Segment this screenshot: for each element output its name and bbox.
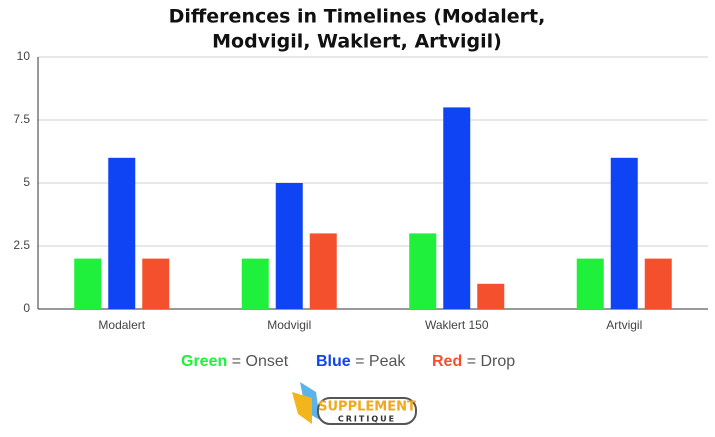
bar <box>74 258 102 309</box>
y-tick-label: 7.5 <box>13 112 30 126</box>
legend-separator: = <box>232 353 241 370</box>
legend-key: Green <box>181 353 227 370</box>
x-tick-label: Artvigil <box>606 318 642 332</box>
legend-entry: Green = Onset <box>181 353 289 370</box>
legend-separator: = <box>355 353 364 370</box>
logo-text: CRITIQUE <box>338 415 396 424</box>
y-tick-label: 0 <box>23 301 30 315</box>
bar <box>477 283 505 309</box>
y-tick-label: 10 <box>17 49 31 63</box>
logo-text: SUPPLEMENT <box>318 400 416 415</box>
legend-key: Red <box>432 353 462 370</box>
chart-title: Differences in Timelines (Modalert, <box>169 6 546 28</box>
x-tick-label: Waklert 150 <box>425 318 489 332</box>
bar <box>443 107 471 310</box>
bar <box>576 258 604 309</box>
bar <box>275 183 303 309</box>
y-tick-label: 2.5 <box>13 238 30 252</box>
logo: SUPPLEMENT CRITIQUE <box>292 382 417 425</box>
bar <box>610 157 638 309</box>
chart-title: Modvigil, Waklert, Artvigil) <box>212 31 502 53</box>
bar <box>241 258 269 309</box>
bar <box>409 233 437 309</box>
bar <box>108 157 136 309</box>
legend-key: Blue <box>316 353 351 370</box>
legend-separator: = <box>467 353 476 370</box>
y-tick-label: 5 <box>23 175 30 189</box>
bar <box>309 233 337 309</box>
legend-label: Onset <box>246 353 289 370</box>
legend-label: Drop <box>480 353 515 370</box>
legend-entry: Red = Drop <box>432 353 515 370</box>
logo-frame <box>317 397 417 425</box>
legend-label: Peak <box>369 353 406 370</box>
legend-entry: Blue = Peak <box>316 353 406 370</box>
bar <box>142 258 170 309</box>
bar <box>644 258 672 309</box>
x-tick-label: Modalert <box>98 318 145 332</box>
logo-wing <box>292 392 312 424</box>
x-tick-label: Modvigil <box>267 318 311 332</box>
